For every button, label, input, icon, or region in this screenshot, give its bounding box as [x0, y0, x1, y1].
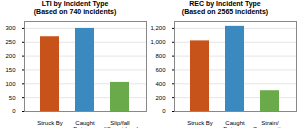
- html-text:LTI by Incident Type: LTI by Incident Type: [41, 0, 109, 7]
- svg-text:50: 50: [9, 95, 16, 101]
- svg-text:300: 300: [5, 25, 16, 31]
- svg-text:100: 100: [5, 81, 16, 87]
- svg-text:Struck By: Struck By: [187, 120, 213, 126]
- svg-text:Strain/Overexertion: Strain/Overexertion: [253, 120, 287, 128]
- svg-text:150: 150: [5, 67, 16, 73]
- svg-text:1,000: 1,000: [150, 39, 166, 45]
- svg-text:Struck By: Struck By: [37, 120, 63, 126]
- svg-text:CaughtBetween: CaughtBetween: [73, 120, 96, 128]
- svg-text:0: 0: [12, 109, 16, 115]
- svg-text:200: 200: [155, 95, 166, 101]
- svg-text:400: 400: [155, 81, 166, 87]
- svg-text:CaughtBetween: CaughtBetween: [223, 120, 246, 128]
- svg-text:1,200: 1,200: [150, 25, 166, 31]
- svg-text:0: 0: [162, 109, 166, 115]
- svg-text:250: 250: [5, 39, 16, 45]
- svg-text:200: 200: [5, 53, 16, 59]
- svg-text:800: 800: [155, 53, 166, 59]
- svg-text:600: 600: [155, 67, 166, 73]
- html-text:(Based on 740 incidents): (Based on 740 incidents): [33, 8, 117, 15]
- html-text:(Based on 2565 incidents): (Based on 2565 incidents): [181, 8, 269, 15]
- svg-text:Slip/falldifferent level: Slip/falldifferent level: [102, 120, 138, 128]
- html-text:REC by Incident Type: REC by Incident Type: [189, 0, 261, 7]
